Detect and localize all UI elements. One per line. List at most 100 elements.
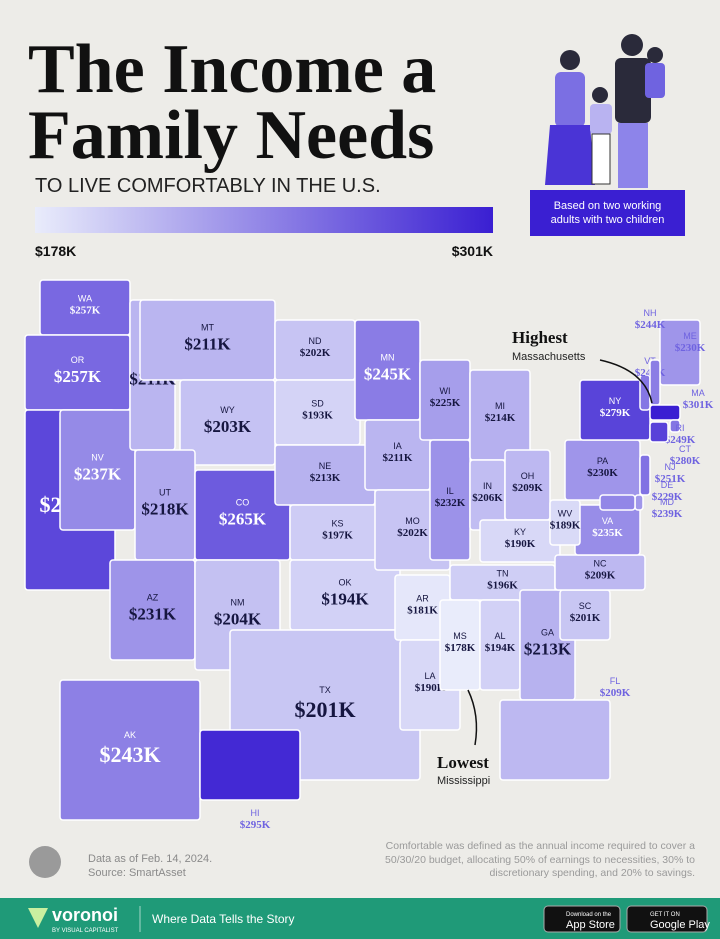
state-code: TX — [319, 685, 331, 695]
button-bg[interactable] — [543, 905, 621, 933]
state-code: OK — [338, 578, 351, 588]
callout-highest: Highest Massachusetts — [512, 328, 653, 404]
value-label: $213K — [524, 639, 572, 658]
value-label: $193K — [302, 410, 333, 422]
value-label: $178K — [445, 642, 476, 654]
state-code: AL — [494, 631, 505, 641]
tagline: Where Data Tells the Story — [152, 912, 295, 926]
value-label: $231K — [129, 604, 177, 623]
value-label: $301K — [683, 399, 714, 411]
value-label: $243K — [99, 742, 160, 767]
value-label: $206K — [472, 492, 503, 504]
state-code: NY — [609, 396, 622, 406]
callout-state: Mississippi — [437, 775, 490, 787]
brand-sub: BY VISUAL CAPITALIST — [52, 928, 119, 934]
subtitle: TO LIVE COMFORTABLY IN THE U.S. — [35, 175, 381, 197]
value-label: $244K — [635, 319, 666, 331]
button-bg[interactable] — [626, 905, 708, 933]
state-code: VA — [602, 516, 613, 526]
value-label: $257K — [54, 367, 102, 386]
family-illustration — [545, 34, 665, 188]
state-code: MD — [660, 497, 674, 507]
state-code: IN — [483, 481, 492, 491]
data-date: Data as of Feb. 14, 2024. — [88, 853, 212, 865]
state-code: CT — [679, 444, 691, 454]
state-code: MO — [405, 516, 420, 526]
state-code: ND — [309, 336, 322, 346]
value-label: $203K — [204, 417, 252, 436]
value-label: $235K — [592, 527, 623, 539]
value-label: $211K — [383, 452, 413, 464]
value-label: $237K — [74, 464, 122, 483]
state-code: MI — [495, 401, 505, 411]
state-code: NC — [594, 558, 607, 568]
state — [549, 499, 581, 546]
source: Source: SmartAsset — [88, 867, 186, 879]
button-big: Google Play — [650, 919, 710, 931]
logo-icon — [29, 846, 61, 878]
value-label: $251K — [655, 473, 686, 485]
state-code: PA — [597, 456, 608, 466]
state-code: FL — [610, 676, 621, 686]
callout-lowest: Lowest Mississippi — [437, 689, 490, 787]
state-code: WI — [440, 386, 451, 396]
value-label: $209K — [512, 482, 543, 494]
state-code: OH — [521, 471, 535, 481]
state — [649, 404, 681, 421]
legend-bar — [35, 207, 493, 233]
value-label: $214K — [485, 412, 516, 424]
value-label: $201K — [294, 697, 355, 722]
state-code: AK — [124, 730, 136, 740]
value-label: $204K — [214, 609, 262, 628]
state-code: MS — [453, 631, 467, 641]
state-code: DE — [661, 480, 674, 490]
value-label: $245K — [364, 364, 412, 383]
value-label: $230K — [675, 342, 706, 354]
value-label: $209K — [600, 687, 631, 699]
state-code: KS — [331, 518, 343, 528]
state — [599, 494, 636, 511]
google-play-button[interactable]: GET IT ON Google Play — [626, 905, 710, 933]
state-code: RI — [676, 423, 685, 433]
state — [649, 421, 669, 443]
value-label: $239K — [652, 508, 683, 520]
value-label: $190K — [415, 682, 446, 694]
state-code: MN — [381, 353, 395, 363]
value-label: $196K — [487, 580, 518, 592]
state — [634, 494, 644, 511]
button-small: GET IT ON — [650, 912, 680, 918]
brand-logo — [28, 908, 48, 928]
state-code: CO — [236, 498, 250, 508]
value-label: $213K — [310, 472, 341, 484]
callout-title: Highest — [512, 328, 568, 347]
state — [199, 729, 301, 801]
arrow — [467, 689, 478, 746]
value-label: $211K — [184, 334, 231, 353]
state-code: AR — [416, 593, 429, 603]
value-label: $189K — [550, 520, 581, 532]
state-code: WY — [220, 405, 235, 415]
state-code: GA — [541, 628, 554, 638]
value-label: $202K — [300, 347, 331, 359]
state — [499, 699, 611, 781]
value-label: $225K — [430, 397, 461, 409]
brand-name: voronoi — [52, 905, 118, 925]
legend-min: $178K — [35, 243, 76, 259]
state-code: MA — [691, 388, 705, 398]
map: WA$257KOR$257KCA$277KNV$237KID$211KMT$21… — [24, 279, 714, 831]
state-code: OR — [71, 355, 85, 365]
state — [659, 319, 701, 386]
state-code: HI — [251, 808, 260, 818]
state-code: NM — [231, 598, 245, 608]
value-label: $201K — [570, 612, 601, 624]
app-store-button[interactable]: Download on the App Store — [543, 905, 621, 933]
state-code: NE — [319, 461, 332, 471]
state-code: WV — [558, 508, 573, 518]
callout-state: Massachusetts — [512, 351, 586, 363]
title-line: The Income a — [28, 31, 436, 108]
value-label: $190K — [505, 538, 536, 550]
state-code: UT — [159, 488, 171, 498]
callout-title: Lowest — [437, 753, 489, 772]
button-big: App Store — [566, 919, 615, 931]
